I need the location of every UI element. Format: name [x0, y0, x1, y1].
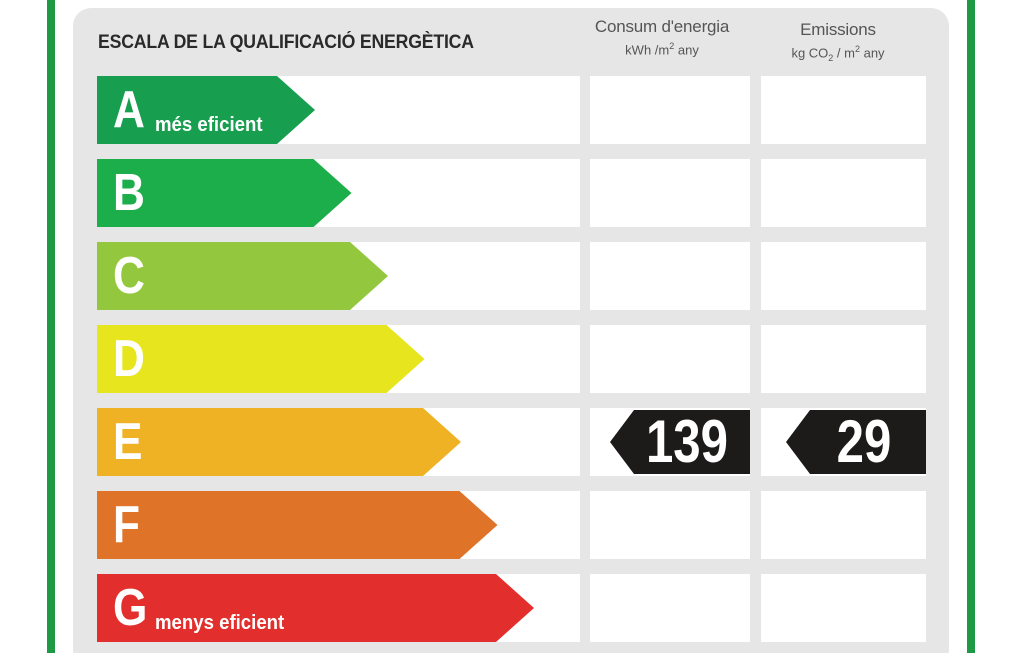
emis-cell [761, 574, 926, 642]
energy-column-title: Consum d'energia [594, 17, 730, 36]
emis-cell [761, 159, 926, 227]
left-green-frame [47, 0, 55, 653]
grade-arrow-d [97, 325, 425, 393]
grade-arrow-shape [97, 159, 352, 227]
energy-cell [590, 159, 750, 227]
badge-pointer-shape [786, 410, 926, 474]
emissions-value: 29 [836, 408, 892, 475]
energy-value-badge: 139 [610, 410, 750, 474]
energy-cell [590, 242, 750, 310]
energy-cell [590, 76, 750, 144]
grade-note: més eficient [155, 114, 263, 136]
emis-cell [761, 491, 926, 559]
badge-pointer-shape [610, 410, 750, 474]
grade-row-b: B [0, 159, 1024, 227]
energy-column-header: Consum d'energia kWh /m2 any [584, 17, 740, 57]
grade-arrow-shape [97, 491, 498, 559]
grade-row-e: E 139 29 [0, 408, 1024, 476]
emis-cell [761, 325, 926, 393]
emis-cell [761, 76, 926, 144]
grade-arrow-e [97, 408, 461, 476]
right-green-frame [967, 0, 975, 653]
grade-arrow-shape [97, 242, 388, 310]
emissions-column-unit: kg CO2 / m2 any [791, 44, 885, 63]
grade-row-f: F [0, 491, 1024, 559]
grade-note: menys eficient [155, 612, 285, 634]
scale-title: ESCALA DE LA QUALIFICACIÓ ENERGÈTICA [98, 32, 474, 53]
grade-arrow-shape [97, 325, 425, 393]
grade-arrow-a [97, 76, 315, 144]
grade-letter: A [113, 81, 145, 139]
grade-row-c: C [0, 242, 1024, 310]
energy-cell [590, 325, 750, 393]
grade-letter: E [113, 413, 143, 471]
grade-arrow-shape [97, 408, 461, 476]
energy-cell [590, 491, 750, 559]
grade-arrow-c [97, 242, 388, 310]
emissions-column-title: Emissions [800, 20, 876, 39]
emis-cell [761, 242, 926, 310]
emissions-value-badge: 29 [786, 410, 926, 474]
grade-arrow-g [97, 574, 534, 642]
grade-arrow-b [97, 159, 352, 227]
grade-arrow-shape [97, 574, 534, 642]
grade-letter: B [113, 164, 145, 222]
energy-value: 139 [645, 408, 729, 475]
energy-column-unit: kWh /m2 any [625, 41, 699, 58]
grade-row-d: D [0, 325, 1024, 393]
grade-letter: F [113, 496, 141, 554]
grade-letter: G [113, 579, 148, 637]
energy-cell [590, 574, 750, 642]
emissions-column-header: Emissions kg CO2 / m2 any [762, 20, 914, 63]
grade-arrow-f [97, 491, 498, 559]
grade-letter: D [113, 330, 145, 388]
grade-arrow-shape [97, 76, 315, 144]
grade-letter: C [113, 247, 145, 305]
